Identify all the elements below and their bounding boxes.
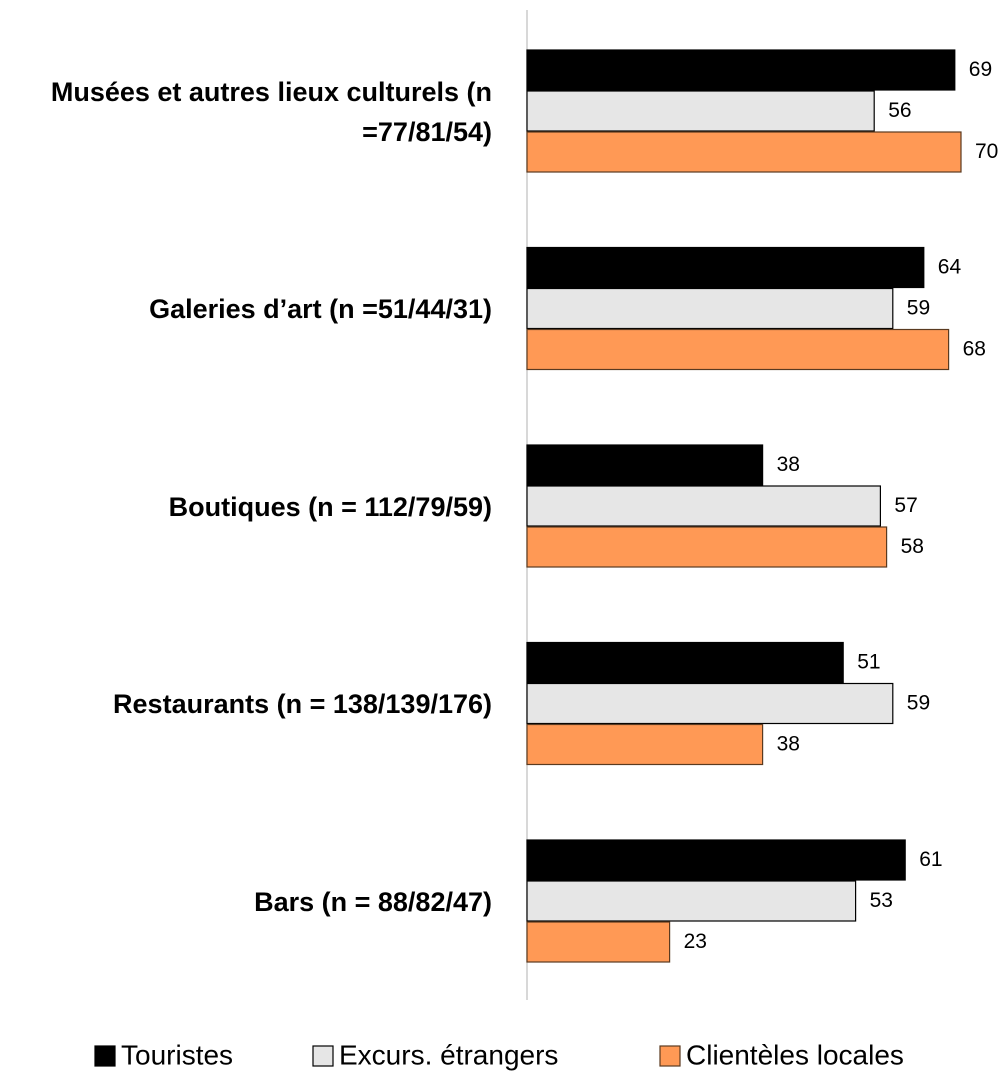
category-label: Bars (n = 88/82/47) [254,886,492,917]
value-label: 59 [907,297,930,320]
category-label: Boutiques (n = 112/79/59) [168,491,492,522]
category-label: Musées et autres lieux culturels (n =77/… [50,76,492,147]
bar [526,246,925,289]
bar [526,328,950,371]
legend-swatch [659,1045,681,1067]
bar [526,880,857,922]
legend-label: Excurs. étrangers [339,1039,558,1070]
legend-swatch [312,1045,334,1067]
legend-swatch [94,1045,116,1067]
bar [526,287,894,330]
value-label: 56 [888,99,911,122]
legend-label: Clientèles locales [686,1039,904,1070]
value-label: 58 [901,535,924,558]
value-label: 23 [684,930,707,953]
value-label: 59 [907,692,930,715]
bar [526,682,894,725]
category-label: Galeries d’art (n =51/44/31) [149,294,492,324]
value-label: 57 [894,494,917,517]
bar [526,131,962,173]
bar [526,485,881,527]
value-label: 38 [777,733,800,756]
value-label: 61 [919,848,942,871]
value-label: 38 [777,453,800,476]
bar [526,839,906,881]
value-label: 53 [870,889,893,912]
value-label: 69 [969,58,992,81]
value-label: 70 [975,140,998,163]
bar [526,641,844,684]
bar [526,444,764,486]
bar [526,723,764,766]
bar [526,49,956,91]
legend-label: Touristes [121,1039,233,1070]
value-label: 51 [857,651,880,674]
category-label: Restaurants (n = 138/139/176) [113,689,492,719]
bar [526,526,888,568]
bar [526,921,671,963]
value-label: 68 [963,338,986,361]
bar [526,90,875,132]
value-label: 64 [938,256,962,279]
